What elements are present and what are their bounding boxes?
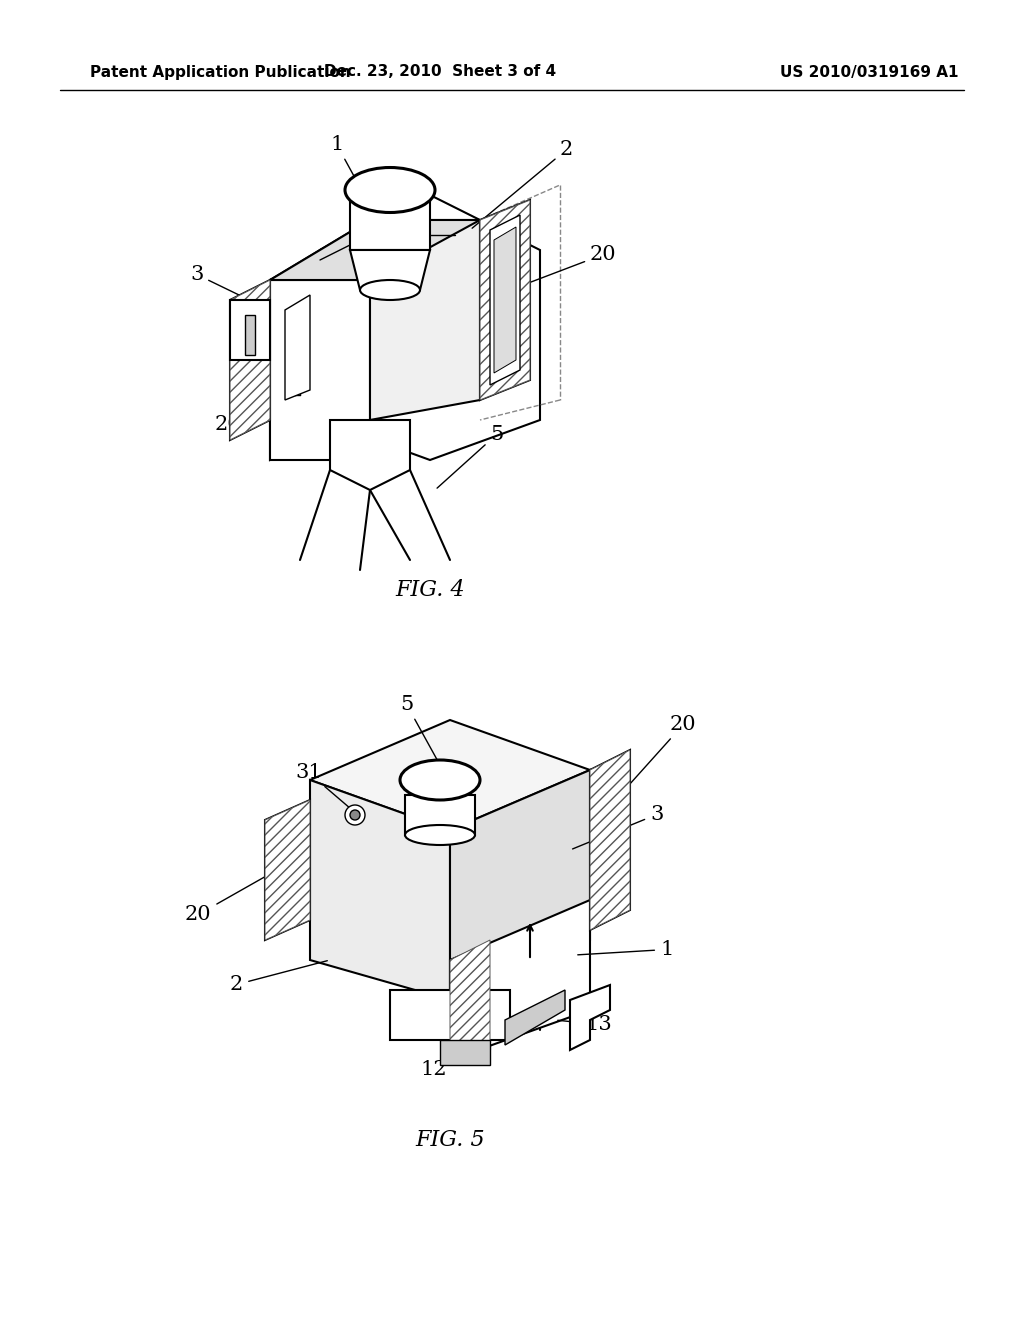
Polygon shape [270, 220, 480, 280]
Text: 2: 2 [472, 140, 573, 228]
Polygon shape [350, 249, 430, 290]
Text: 5: 5 [437, 425, 503, 488]
Text: 20: 20 [215, 363, 245, 434]
Polygon shape [390, 990, 510, 1040]
Text: FIG. 4: FIG. 4 [395, 579, 465, 601]
Text: 12: 12 [420, 1056, 463, 1078]
Text: 3: 3 [190, 265, 267, 309]
Text: 31: 31 [295, 763, 356, 813]
Polygon shape [450, 940, 490, 1060]
Polygon shape [230, 280, 270, 440]
Polygon shape [570, 985, 610, 1049]
Polygon shape [350, 201, 430, 249]
Polygon shape [450, 770, 590, 1001]
Polygon shape [265, 800, 310, 940]
Text: 1: 1 [578, 940, 674, 960]
Polygon shape [230, 280, 270, 440]
Polygon shape [590, 750, 630, 931]
Polygon shape [310, 780, 450, 1001]
Text: FIG. 5: FIG. 5 [415, 1129, 484, 1151]
Polygon shape [310, 719, 590, 830]
Circle shape [345, 805, 365, 825]
Polygon shape [480, 201, 530, 400]
Text: 13: 13 [558, 1015, 611, 1034]
Polygon shape [505, 990, 565, 1045]
Text: 2: 2 [230, 961, 328, 994]
Polygon shape [319, 195, 540, 459]
Text: Dec. 23, 2010  Sheet 3 of 4: Dec. 23, 2010 Sheet 3 of 4 [324, 65, 556, 79]
Polygon shape [490, 215, 520, 385]
Text: 20: 20 [622, 715, 696, 793]
Polygon shape [590, 750, 630, 931]
Text: 3: 3 [572, 805, 664, 849]
Polygon shape [245, 315, 255, 355]
Polygon shape [285, 294, 310, 400]
Polygon shape [494, 227, 516, 374]
Text: Patent Application Publication: Patent Application Publication [90, 65, 351, 79]
Ellipse shape [406, 825, 475, 845]
Polygon shape [270, 220, 370, 459]
Circle shape [350, 810, 360, 820]
Polygon shape [480, 201, 530, 400]
Polygon shape [440, 1040, 490, 1065]
Text: US 2010/0319169 A1: US 2010/0319169 A1 [780, 65, 958, 79]
Polygon shape [450, 900, 590, 1060]
Text: 20: 20 [185, 876, 265, 924]
Ellipse shape [400, 760, 480, 800]
Ellipse shape [360, 280, 420, 300]
Text: 5: 5 [400, 696, 438, 763]
Polygon shape [406, 795, 475, 836]
Polygon shape [370, 220, 480, 420]
Polygon shape [230, 300, 270, 360]
Polygon shape [270, 280, 370, 459]
Text: 20: 20 [513, 246, 616, 289]
Text: 1: 1 [330, 135, 377, 218]
Ellipse shape [345, 168, 435, 213]
Polygon shape [330, 420, 410, 490]
Polygon shape [265, 800, 310, 940]
